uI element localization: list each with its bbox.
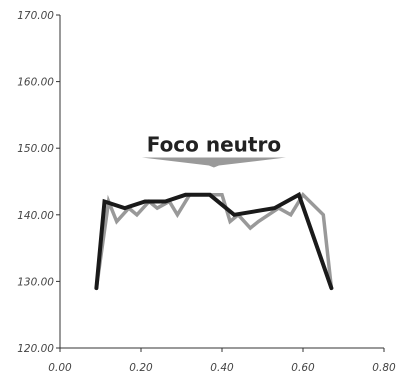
chart-series-layer: [94, 191, 334, 291]
series-line-1: [94, 192, 334, 290]
chart-axes: 120.00 130.00 140.00 150.00 160.00 170.00 0.00…: [17, 10, 396, 374]
x-tick-label: 0.60: [291, 362, 315, 374]
x-tick-label: 0.00: [48, 362, 72, 374]
chart-annotation-layer: Foco neutro: [141, 133, 286, 168]
y-tick-label: 170.00: [17, 10, 54, 22]
x-tick-label: 0.40: [210, 362, 234, 374]
annotation-arrow: [141, 157, 286, 168]
x-tick-label: 0.20: [129, 362, 153, 374]
annotation-label: Foco neutro: [147, 133, 281, 157]
x-tick-label: 0.80: [372, 362, 396, 374]
y-tick-label: 140.00: [17, 210, 54, 222]
y-tick-label: 130.00: [17, 276, 54, 288]
series-line-2: [94, 191, 334, 291]
y-tick-label: 150.00: [17, 143, 54, 155]
y-tick-label: 120.00: [17, 343, 54, 355]
y-tick-label: 160.00: [17, 77, 54, 89]
